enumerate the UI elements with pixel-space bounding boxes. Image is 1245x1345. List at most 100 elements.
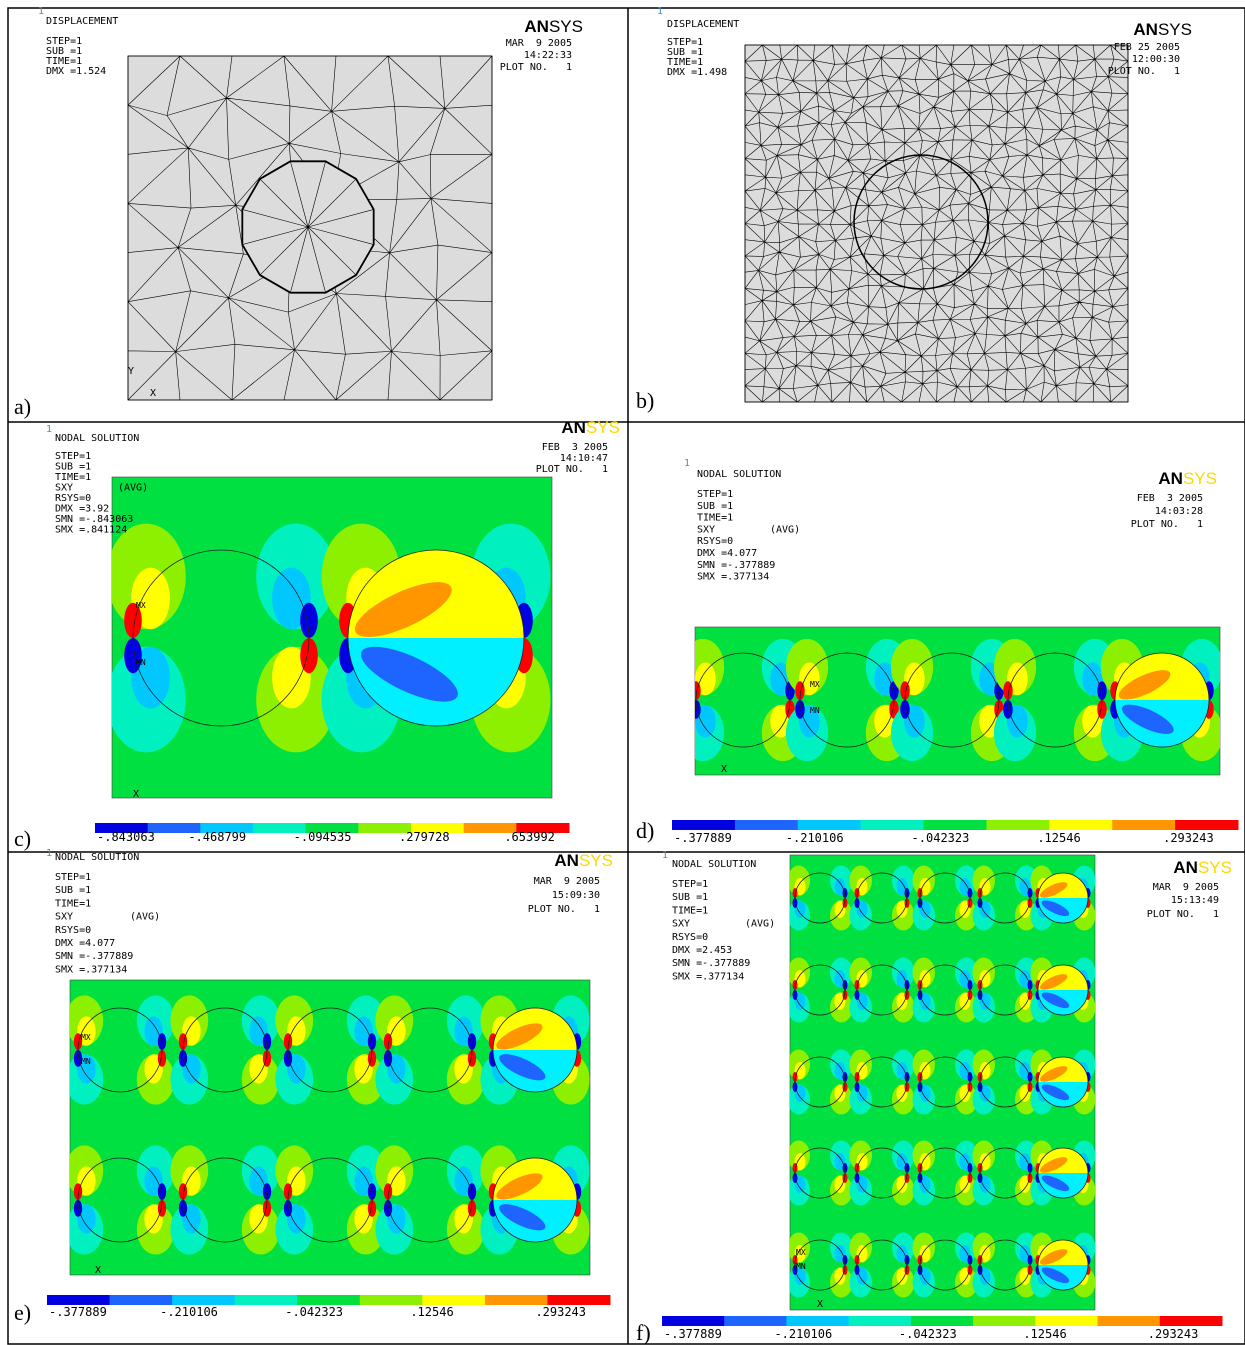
- legend-swatch: [724, 1316, 787, 1326]
- legend-label: .293243: [1148, 1327, 1199, 1341]
- plot-title: NODAL SOLUTION: [55, 433, 139, 444]
- logo-part: SYS: [1158, 20, 1192, 39]
- info-line: SUB =1: [55, 462, 91, 473]
- legend-swatch: [786, 1316, 849, 1326]
- triad-label: X: [150, 388, 156, 399]
- info-line: TIME=1: [672, 905, 708, 916]
- panel-label: f): [636, 1320, 651, 1345]
- avg-label: (AVG): [118, 483, 148, 494]
- info-line: DMX =3.92: [55, 504, 109, 515]
- legend-label: .12546: [1023, 1327, 1066, 1341]
- info-line: SUB =1: [55, 885, 91, 896]
- panel-label: b): [636, 388, 654, 413]
- logo: ANSYS: [1133, 20, 1192, 39]
- logo-part: AN: [1173, 858, 1198, 877]
- legend-swatch: [1035, 1316, 1098, 1326]
- legend-label: -.468799: [188, 830, 246, 844]
- legend-swatch: [973, 1316, 1036, 1326]
- info-line: STEP=1: [672, 879, 708, 890]
- plot-date: MAR 9 2005: [534, 876, 600, 887]
- logo-part: AN: [561, 418, 586, 437]
- info-line: SXY: [55, 483, 73, 494]
- node-marker: MX: [796, 1248, 806, 1257]
- node-marker: MN: [81, 1057, 91, 1066]
- legend-swatch: [422, 1295, 485, 1305]
- panel: 1DISPLACEMENTSTEP=1SUB =1TIME=1DMX =1.52…: [14, 6, 583, 419]
- plot-title: NODAL SOLUTION: [697, 469, 781, 480]
- plot-time: 14:03:28: [1155, 506, 1203, 517]
- plot-plot: PLOT NO. 1: [1108, 66, 1180, 77]
- logo-part: AN: [524, 17, 549, 36]
- triad-label: X: [95, 1265, 101, 1276]
- legend-label: .293243: [1163, 831, 1214, 845]
- panel-label: e): [14, 1300, 31, 1325]
- plot-title: DISPLACEMENT: [667, 19, 739, 30]
- info-line: STEP=1: [697, 489, 733, 500]
- plot-time: 14:22:33: [524, 50, 572, 61]
- legend-swatch: [1049, 820, 1112, 830]
- info-line: RSYS=0: [55, 493, 91, 504]
- panel: MXMN-.377889-.210106-.042323.12546.29324…: [636, 458, 1239, 845]
- legend-swatch: [924, 820, 987, 830]
- legend-swatch: [849, 1316, 912, 1326]
- logo: ANSYS: [554, 851, 613, 870]
- info-line: DMX =4.077: [55, 938, 115, 949]
- window-number: 1: [662, 850, 668, 861]
- info-line: DMX =1.524: [46, 66, 106, 77]
- plot-plot: PLOT NO. 1: [500, 62, 572, 73]
- plot-plot: PLOT NO. 1: [528, 904, 600, 915]
- legend-swatch: [662, 1316, 725, 1326]
- logo-part: SYS: [549, 17, 583, 36]
- legend-label: -.094535: [294, 830, 352, 844]
- info-line: RSYS=0: [697, 536, 733, 547]
- window-number: 1: [38, 6, 44, 17]
- info-line: RSYS=0: [55, 925, 91, 936]
- logo-part: AN: [1133, 20, 1158, 39]
- info-line: SMX =.377134: [672, 971, 744, 982]
- window-number: 1: [657, 6, 663, 17]
- triad-label: X: [133, 789, 139, 800]
- panel-label: d): [636, 818, 654, 843]
- logo-part: AN: [1158, 469, 1183, 488]
- info-line: SMX =.377134: [697, 572, 769, 583]
- info-line: DMX =2.453: [672, 945, 732, 956]
- panel-label: c): [14, 826, 31, 851]
- plot-time: 12:00:30: [1132, 54, 1180, 65]
- plot-title: NODAL SOLUTION: [672, 859, 756, 870]
- window-number: 1: [684, 458, 690, 469]
- logo-part: AN: [554, 851, 579, 870]
- info-line: SMN =-.843063: [55, 514, 133, 525]
- legend-label: -.377889: [674, 831, 732, 845]
- triad-label: X: [721, 764, 727, 775]
- info-line: SUB =1: [697, 501, 733, 512]
- legend-label: -.377889: [664, 1327, 722, 1341]
- plot-plot: PLOT NO. 1: [536, 464, 608, 475]
- logo-part: SYS: [579, 851, 613, 870]
- info-line: SXY: [55, 912, 73, 923]
- plot-date: FEB 3 2005: [542, 442, 608, 453]
- info-line: STEP=1: [55, 872, 91, 883]
- info-line: TIME=1: [55, 472, 91, 483]
- info-line: TIME=1: [697, 513, 733, 524]
- plot-title: DISPLACEMENT: [46, 16, 118, 27]
- plot-date: FEB 3 2005: [1137, 493, 1203, 504]
- panel: MXMN-.377889-.210106-.042323.12546.29324…: [14, 848, 613, 1325]
- legend-swatch: [861, 820, 924, 830]
- plot-time: 14:10:47: [560, 453, 608, 464]
- info-line: DMX =4.077: [697, 548, 757, 559]
- legend-swatch: [986, 820, 1049, 830]
- legend-swatch: [47, 1295, 110, 1305]
- legend-swatch: [360, 1295, 423, 1305]
- logo: ANSYS: [561, 418, 620, 437]
- info-line: SMN =-.377889: [672, 958, 750, 969]
- legend-swatch: [1175, 820, 1238, 830]
- info-line: STEP=1: [55, 451, 91, 462]
- info-line: RSYS=0: [672, 932, 708, 943]
- info-line: SMN =-.377889: [55, 951, 133, 962]
- legend-swatch: [1098, 1316, 1161, 1326]
- triad-label: X: [817, 1299, 823, 1310]
- panel-label: a): [14, 394, 31, 419]
- legend-label: .293243: [535, 1305, 586, 1319]
- legend-swatch: [485, 1295, 548, 1305]
